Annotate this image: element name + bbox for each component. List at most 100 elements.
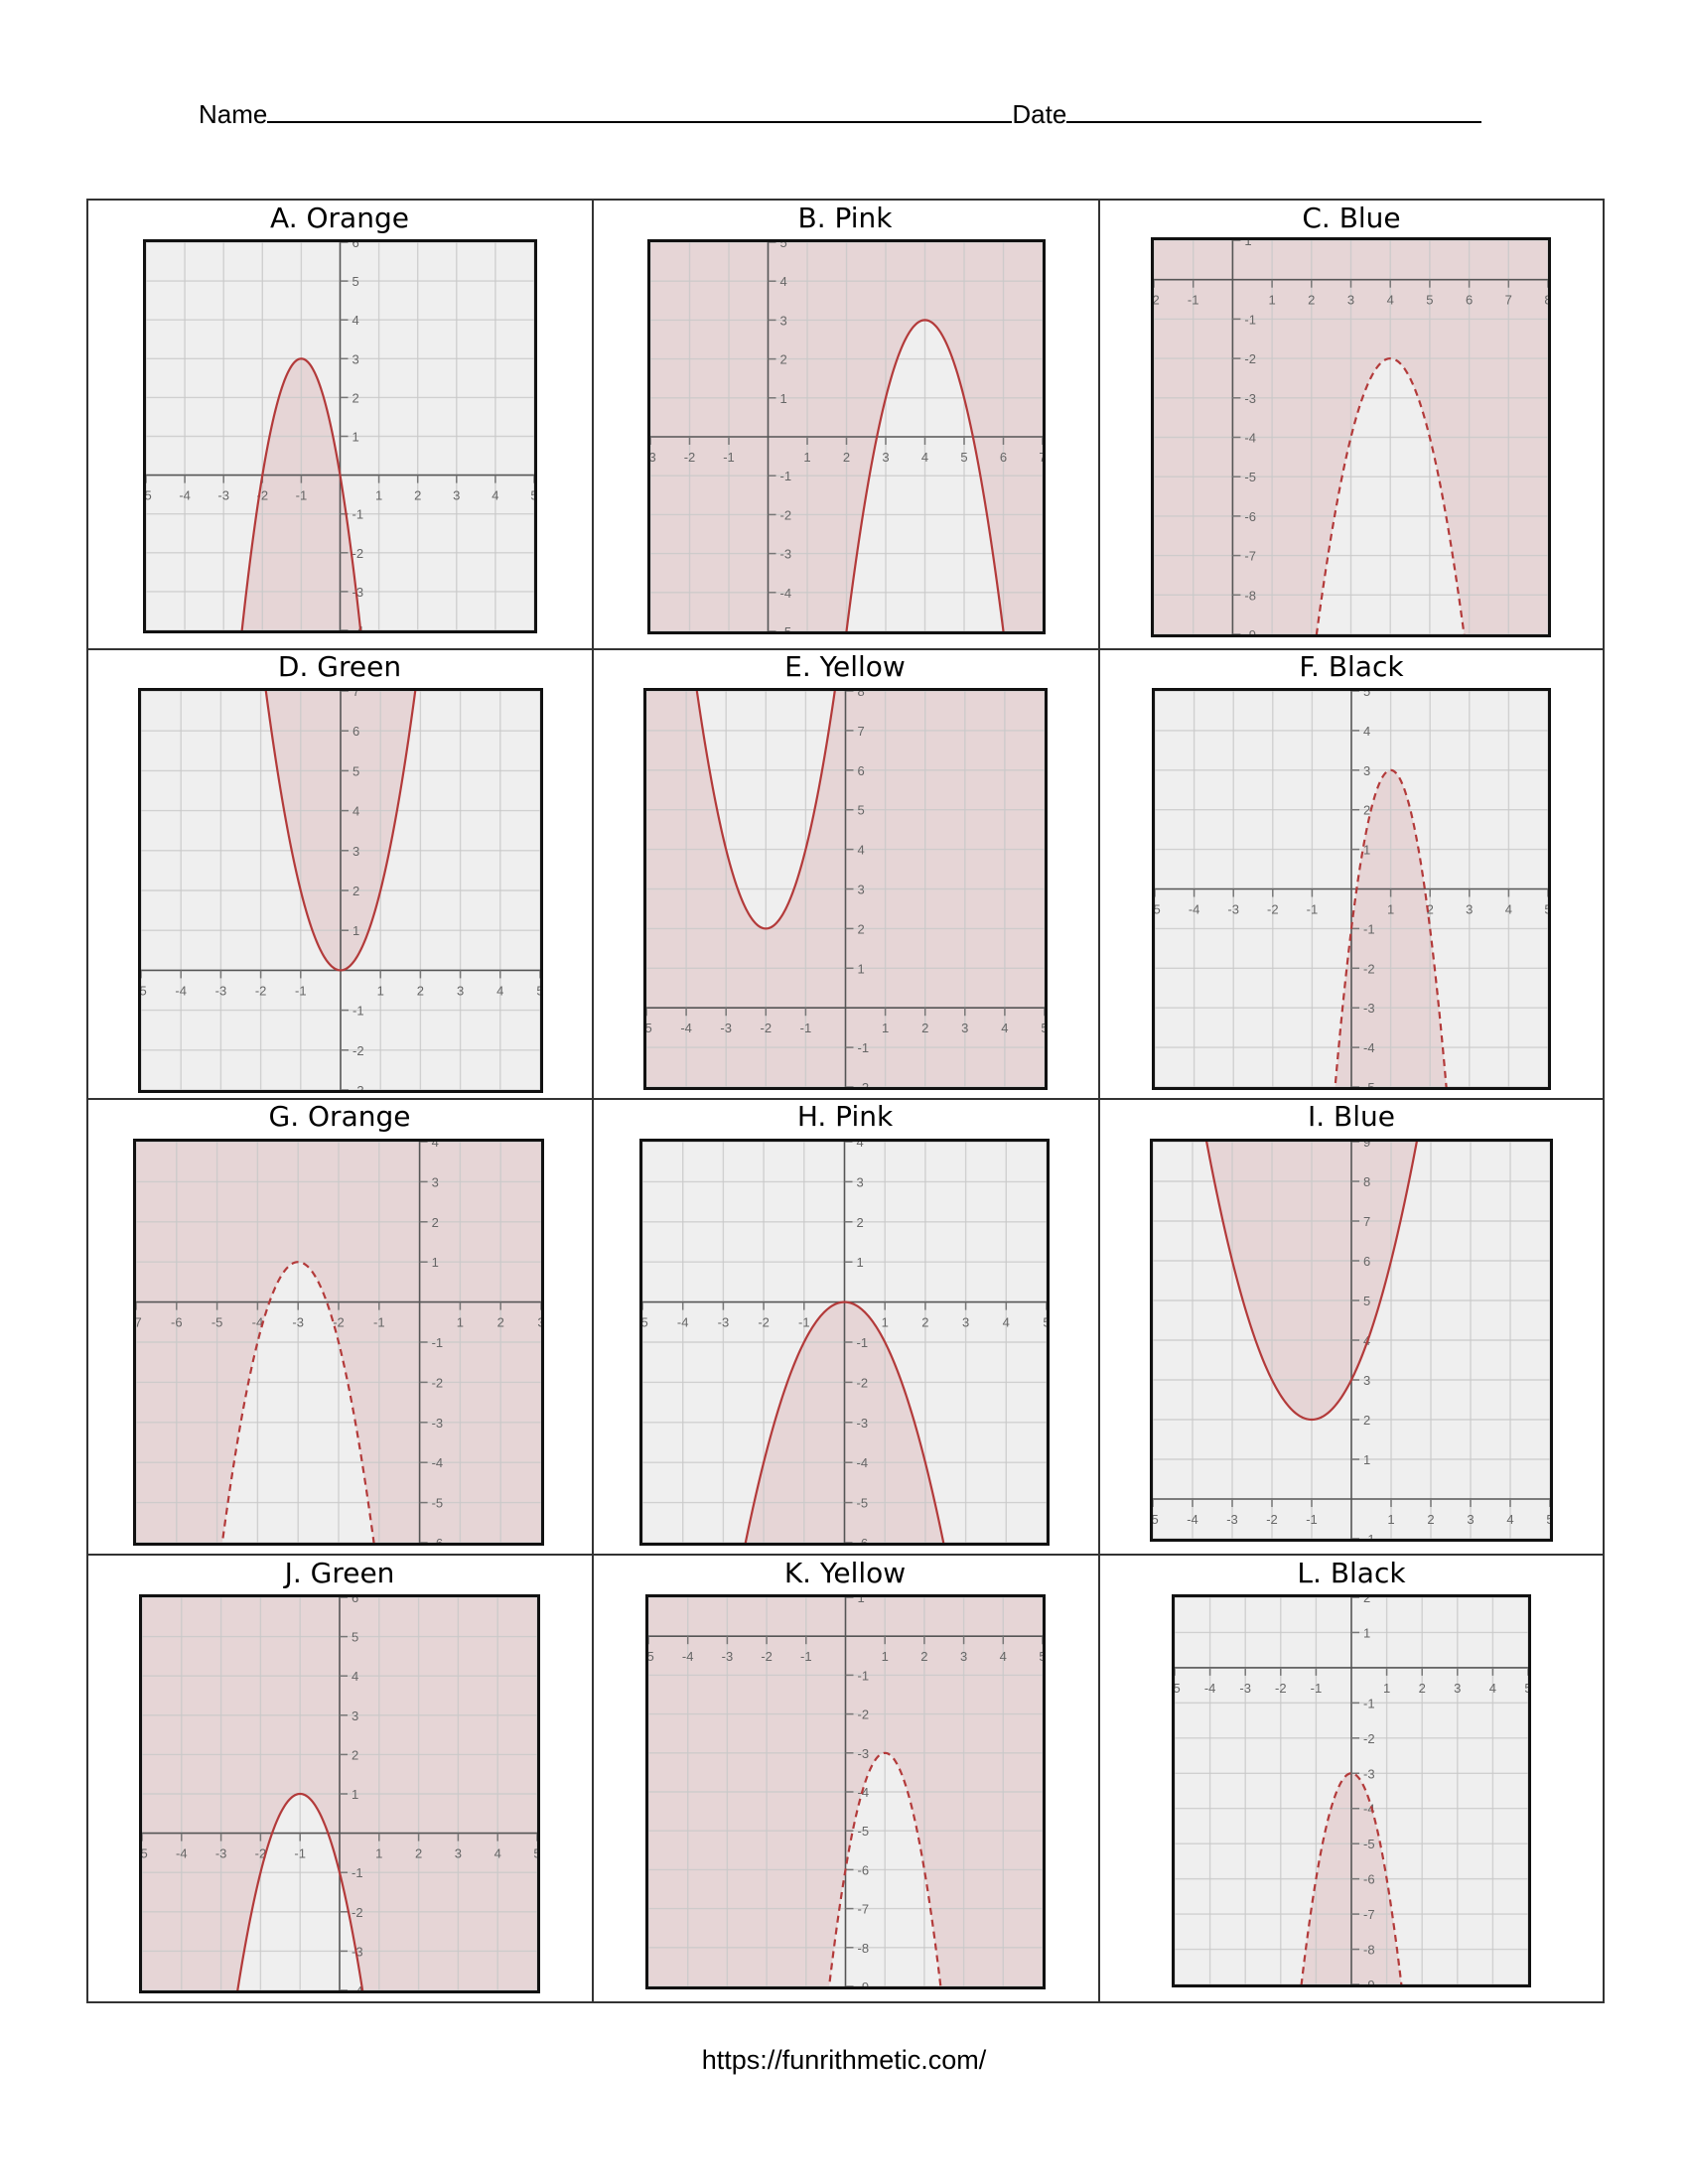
svg-text:-1: -1 [295,983,307,998]
svg-text:-2: -2 [684,450,696,465]
svg-text:1: 1 [375,488,382,503]
svg-text:-2: -2 [780,507,792,522]
svg-text:5: 5 [352,763,359,778]
date-label: Date [1012,99,1067,129]
svg-text:2: 2 [857,1215,864,1230]
svg-text:8: 8 [858,691,865,699]
parabola-boundary [240,357,362,630]
parabola-boundary [827,1751,942,1986]
svg-text:2: 2 [352,390,359,405]
svg-text:4: 4 [1489,1681,1496,1696]
svg-text:-4: -4 [179,488,191,503]
svg-text:-5: -5 [780,624,792,631]
svg-text:-1: -1 [1363,921,1375,936]
svg-text:6: 6 [352,242,359,250]
graph-d: -5 -4 -3 -2 -1 1 2 3 4 5 -3 -2 -1 1 2 3 4 5 6 7 [138,688,543,1093]
svg-text:1: 1 [882,1315,889,1330]
svg-text:-5: -5 [1155,902,1161,917]
svg-text:-4: -4 [252,1315,264,1330]
svg-text:-4: -4 [677,1315,689,1330]
graph-title-l: L. Black [1297,1557,1406,1589]
graph-title-g: G. Orange [268,1100,411,1133]
svg-text:5: 5 [1524,1681,1528,1696]
svg-text:-3: -3 [292,1315,304,1330]
svg-text:2: 2 [1427,1512,1434,1527]
svg-text:1: 1 [882,1649,889,1664]
svg-text:-2: -2 [1266,1512,1278,1527]
svg-text:-4: -4 [352,1983,363,1990]
name-date-header: Name Date [199,99,1482,130]
coordinate-plane: -7 -6 -5 -4 -3 -2 -1 1 2 3 -6 -5 -4 -3 -2 -1 1 2 3 4 [136,1142,541,1543]
svg-text:-4: -4 [175,983,187,998]
name-label: Name [199,99,268,129]
svg-text:-3: -3 [1227,902,1239,917]
svg-text:1: 1 [352,1787,358,1802]
svg-text:-3: -3 [215,983,227,998]
svg-text:-3: -3 [720,1021,732,1035]
svg-text:-5: -5 [146,488,152,503]
date-blank-line[interactable] [1066,99,1482,123]
svg-text:-1: -1 [858,1040,870,1055]
svg-text:2: 2 [1419,1681,1426,1696]
svg-text:3: 3 [1347,293,1354,308]
parabola-boundary [744,1300,945,1543]
parabola-boundary [1334,768,1448,1087]
svg-text:-3: -3 [1226,1512,1238,1527]
svg-text:1: 1 [858,1597,865,1605]
svg-text:-3: -3 [352,1083,364,1090]
svg-text:-5: -5 [1363,1837,1375,1851]
footer-url: https://funrithmetic.com/ [701,2045,987,2075]
svg-text:5: 5 [1043,1315,1047,1330]
svg-text:-2: -2 [255,1846,267,1861]
svg-text:6: 6 [1000,450,1007,465]
svg-text:-4: -4 [1363,1040,1375,1055]
svg-text:-1: -1 [858,1668,870,1683]
svg-text:2: 2 [414,488,421,503]
svg-text:4: 4 [1003,1315,1010,1330]
svg-text:7: 7 [858,724,865,739]
svg-text:-4: -4 [352,623,364,630]
worksheet-grid-table [86,199,1605,2003]
svg-text:-3: -3 [1363,1001,1375,1016]
svg-text:-5: -5 [642,1315,648,1330]
svg-text:2: 2 [858,921,865,936]
graph-c: -2 -1 1 2 3 4 5 6 7 8 -9 -8 -7 -6 -5 -4 -3 -2 -1 1 [1151,237,1551,637]
svg-text:4: 4 [1505,902,1512,917]
svg-text:-5: -5 [648,1649,654,1664]
svg-text:-8: -8 [1363,1943,1375,1958]
svg-text:4: 4 [496,983,503,998]
svg-text:-2: -2 [255,983,267,998]
svg-text:-6: -6 [857,1536,869,1543]
svg-text:4: 4 [352,313,359,328]
graph-title-a: A. Orange [270,202,409,234]
column-divider [592,201,594,2001]
svg-text:-1: -1 [1244,312,1256,327]
name-blank-line[interactable] [267,99,1013,123]
coordinate-plane: -5 -4 -3 -2 -1 1 2 3 4 5 -9 -8 -7 -6 -5 -4 -3 -2 -1 1 2 [1175,1597,1528,1984]
svg-text:-4: -4 [1204,1681,1216,1696]
svg-text:1: 1 [1363,1625,1370,1640]
svg-text:-1: -1 [1363,1696,1375,1710]
coordinate-plane: -5 -4 -3 -2 -1 1 2 3 4 5 -6 -5 -4 -3 -2 -1 1 2 3 4 [642,1142,1047,1543]
graph-title-j: J. Green [284,1557,395,1589]
svg-text:1: 1 [352,430,359,445]
graph-title-c: C. Blue [1302,202,1401,234]
svg-text:3: 3 [961,1021,968,1035]
svg-text:-2: -2 [1244,351,1256,366]
svg-text:4: 4 [780,274,787,289]
svg-text:-1: -1 [296,488,308,503]
svg-text:-3: -3 [1363,1766,1375,1781]
graph-title-k: K. Yellow [783,1557,907,1589]
svg-text:-3: -3 [718,1315,730,1330]
svg-text:1: 1 [375,1846,382,1861]
svg-text:1: 1 [457,1315,464,1330]
svg-text:-1: -1 [723,450,735,465]
svg-text:4: 4 [492,488,498,503]
svg-text:-4: -4 [780,586,792,601]
svg-text:3: 3 [882,450,889,465]
svg-text:5: 5 [352,274,359,289]
svg-text:3: 3 [457,983,464,998]
svg-text:2: 2 [432,1215,439,1230]
svg-text:2: 2 [780,352,787,367]
